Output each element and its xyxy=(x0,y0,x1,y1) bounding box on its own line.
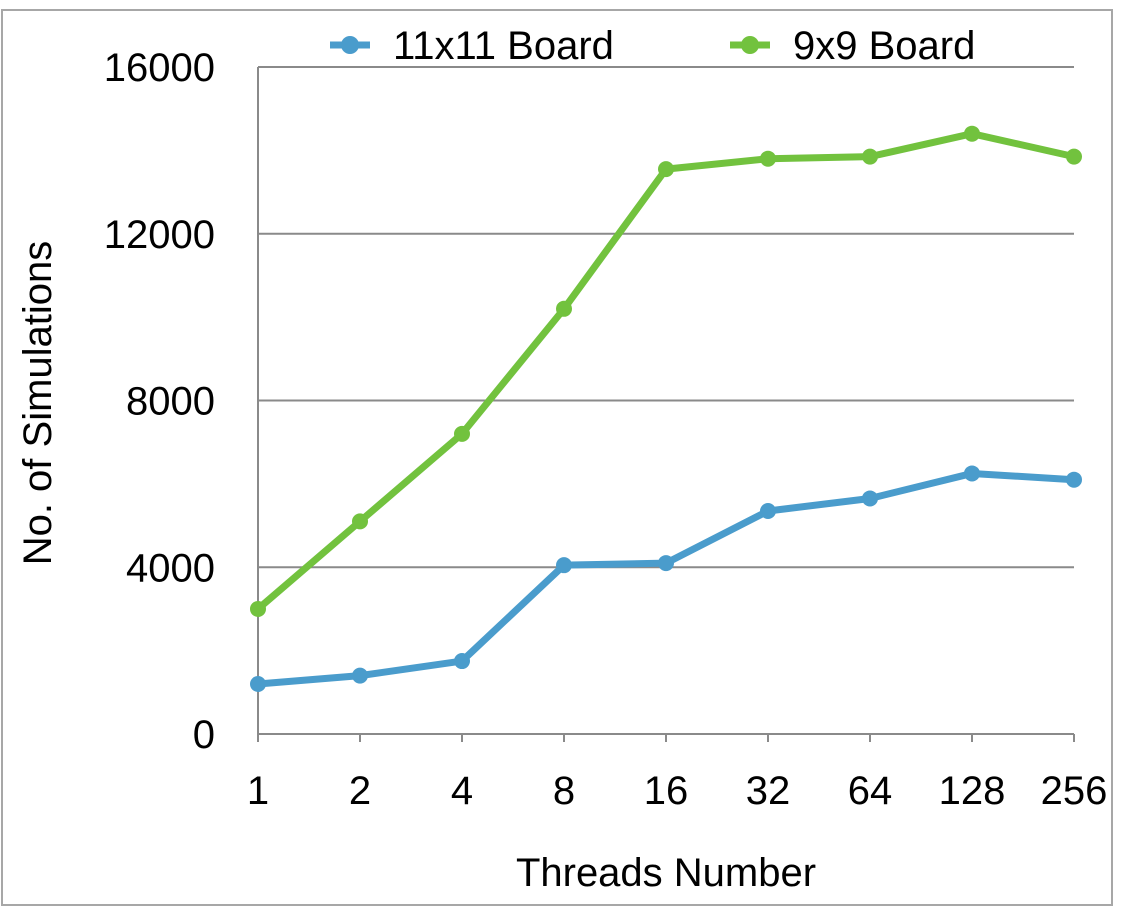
legend-item: 11x11 Board xyxy=(330,24,614,68)
data-point xyxy=(250,675,266,692)
legend-label: 9x9 Board xyxy=(793,24,975,68)
x-tick-label: 32 xyxy=(746,769,791,813)
data-point xyxy=(862,148,878,165)
gridlines xyxy=(258,66,1074,569)
data-point xyxy=(454,653,470,670)
legend: 11x11 Board 9x9 Board xyxy=(330,24,975,68)
x-axis-title: Threads Number xyxy=(516,851,816,895)
series-2 xyxy=(250,125,1082,617)
y-tick-label: 16000 xyxy=(104,46,215,90)
data-point xyxy=(556,300,572,317)
data-point xyxy=(964,125,980,142)
legend-item: 9x9 Board xyxy=(730,24,975,68)
data-point xyxy=(250,600,266,617)
x-tick-label: 1 xyxy=(247,769,269,813)
y-axis-title: No. of Simulations xyxy=(16,241,60,566)
data-point xyxy=(760,502,776,519)
series-layer xyxy=(250,125,1082,692)
x-tick-label: 2 xyxy=(349,769,371,813)
legend-swatch-marker xyxy=(741,36,759,54)
data-point xyxy=(862,490,878,507)
x-tick-label: 128 xyxy=(939,769,1006,813)
y-tick-label: 0 xyxy=(193,713,215,757)
y-tick-label: 12000 xyxy=(104,213,215,257)
data-point xyxy=(556,557,572,574)
legend-swatch-marker xyxy=(341,36,359,54)
series-1 xyxy=(250,465,1082,692)
y-tick-label: 8000 xyxy=(126,380,215,424)
data-point xyxy=(760,150,776,167)
axes: 0 4000 8000 12000 16000 1 2 4 8 16 32 64 128 256 xyxy=(104,46,1108,813)
data-point xyxy=(352,513,368,530)
data-point xyxy=(658,555,674,572)
x-tick-label: 64 xyxy=(848,769,893,813)
data-point xyxy=(1066,471,1082,488)
data-point xyxy=(658,161,674,178)
x-tick-label: 16 xyxy=(644,769,689,813)
y-tick-label: 4000 xyxy=(126,546,215,590)
data-point xyxy=(352,667,368,684)
chart-frame xyxy=(1,9,1113,906)
series-line xyxy=(254,130,1078,613)
data-point xyxy=(1066,148,1082,165)
data-point xyxy=(454,425,470,442)
legend-label: 11x11 Board xyxy=(393,24,614,68)
x-tick-label: 4 xyxy=(451,769,473,813)
x-tick-label: 256 xyxy=(1041,769,1108,813)
x-tick-label: 8 xyxy=(553,769,575,813)
data-point xyxy=(964,465,980,482)
